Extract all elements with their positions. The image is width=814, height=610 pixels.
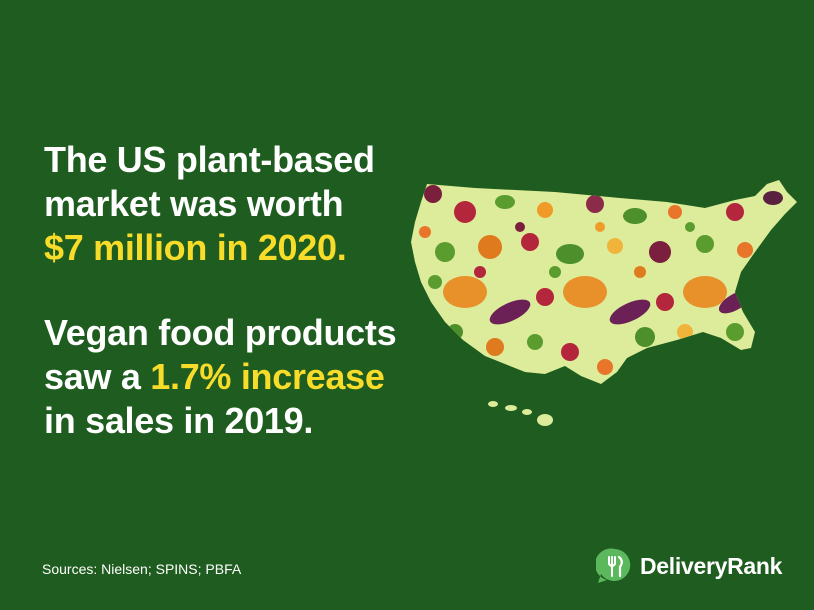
stat2-line-1: Vegan food products	[44, 312, 397, 353]
sources-note: Sources: Nielsen; SPINS; PBFA	[42, 561, 242, 577]
stats-text: The US plant-based market was worth $7 m…	[44, 138, 434, 443]
brand-name: DeliveryRank	[640, 552, 783, 579]
headline-highlight: $7 million in 2020.	[44, 227, 347, 268]
stat2-line-2: saw a 1.7% increase	[44, 355, 434, 399]
vegetable-pattern	[419, 185, 783, 375]
deliveryrank-logo-icon	[596, 548, 631, 583]
stat2-line-3: in sales in 2019.	[44, 400, 314, 441]
headline-line-2: market was worth	[44, 183, 344, 224]
headline-line-1: The US plant-based	[44, 139, 375, 180]
us-map-vegetable-pattern	[411, 180, 797, 426]
stat2-line-2-prefix: saw a	[44, 356, 151, 397]
hawaii-islands	[488, 401, 553, 426]
us-mainland-shape	[411, 180, 797, 384]
brand-lockup[interactable]: DeliveryRank	[596, 545, 782, 587]
stat2-highlight: 1.7% increase	[150, 356, 385, 397]
